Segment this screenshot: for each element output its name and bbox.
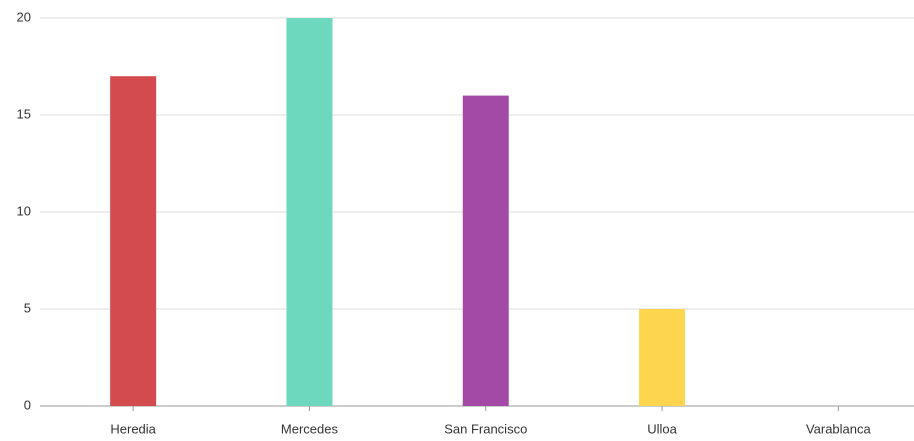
y-tick-label: 20 xyxy=(17,9,31,24)
x-tick-label: San Francisco xyxy=(444,421,527,436)
bar xyxy=(639,309,686,406)
y-tick-label: 15 xyxy=(17,106,31,121)
bar xyxy=(462,95,509,406)
y-tick-label: 0 xyxy=(24,397,31,412)
x-tick-label: Heredia xyxy=(110,421,156,436)
x-tick-label: Mercedes xyxy=(281,421,339,436)
x-tick-label: Ulloa xyxy=(647,421,677,436)
bar xyxy=(286,18,333,406)
x-tick-label: Varablanca xyxy=(806,421,872,436)
y-tick-label: 10 xyxy=(17,203,31,218)
bar xyxy=(110,76,157,406)
y-tick-label: 5 xyxy=(24,300,31,315)
